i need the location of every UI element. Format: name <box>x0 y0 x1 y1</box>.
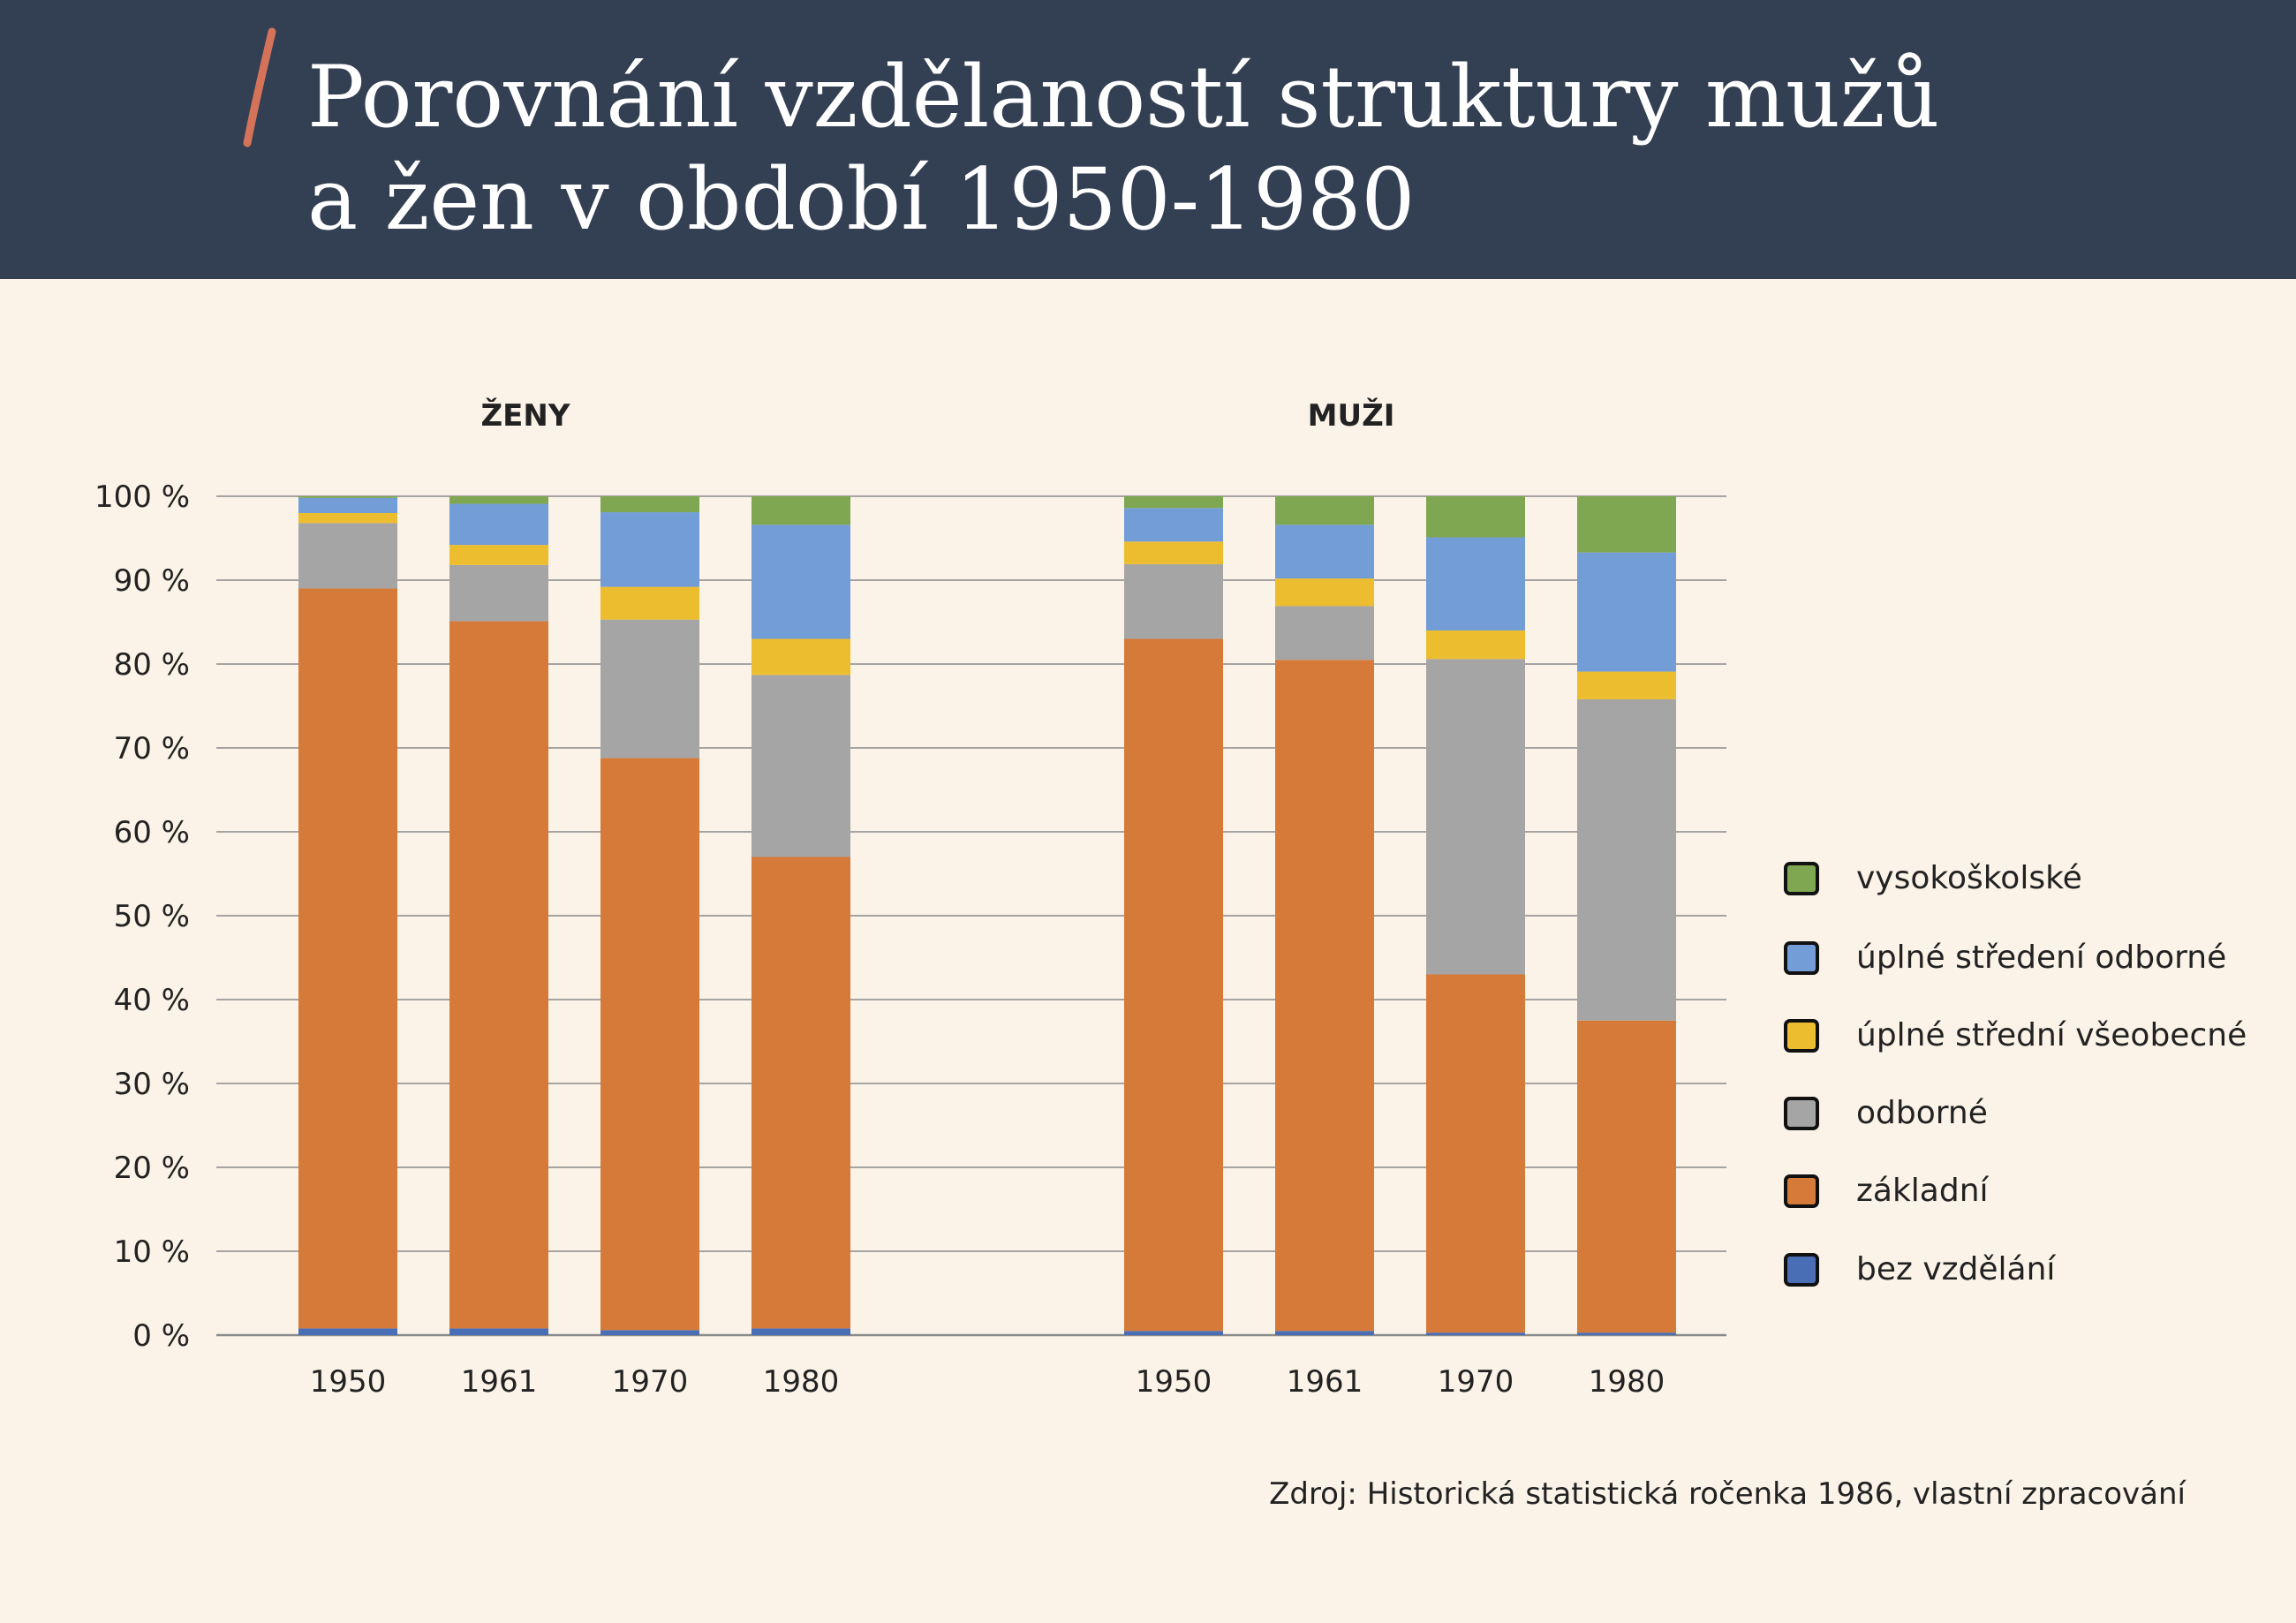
header-banner: Porovnání vzdělaností struktury mužů a ž… <box>0 0 2296 279</box>
bar-segment <box>1275 606 1374 661</box>
bar-segment <box>1426 659 1525 975</box>
bar-segment <box>751 525 850 639</box>
bar-segment <box>449 503 548 546</box>
bar-segment <box>600 496 699 513</box>
panel-title: MUŽI <box>1308 397 1395 434</box>
x-tick-label: 1961 <box>461 1364 538 1400</box>
bar-segment <box>600 512 699 587</box>
legend-swatch <box>1784 1097 1819 1130</box>
y-tick-label: 50 % <box>114 899 190 934</box>
bar-segment <box>1124 496 1223 509</box>
bar-segment <box>449 545 548 565</box>
legend-swatch <box>1784 862 1819 895</box>
y-tick-label: 90 % <box>114 563 190 599</box>
bar-segment <box>1124 563 1223 639</box>
bar-segment <box>1577 1332 1676 1335</box>
legend-label: bez vzdělání <box>1856 1251 2056 1287</box>
x-tick-label: 1980 <box>763 1364 840 1400</box>
bar-segment <box>1275 578 1374 607</box>
legend-swatch <box>1784 1253 1819 1287</box>
accent-stroke-icon <box>243 27 276 147</box>
y-tick-label: 0 % <box>132 1318 190 1354</box>
bar-segment <box>298 513 397 524</box>
bar-segment <box>1577 496 1676 553</box>
y-tick-label: 40 % <box>114 983 190 1018</box>
bar-segment <box>298 496 397 498</box>
bar-segment <box>1426 537 1525 630</box>
legend-label: vysokoškolské <box>1856 860 2082 896</box>
legend-label: úplné střední všeobecné <box>1856 1017 2247 1053</box>
x-tick-label: 1970 <box>1438 1364 1514 1400</box>
bar-segment <box>1426 496 1525 538</box>
legend-swatch <box>1784 941 1819 975</box>
bar-segment <box>751 1328 850 1335</box>
bar-segment <box>751 857 850 1329</box>
bar-segment <box>1577 671 1676 699</box>
panel-title: ŽENY <box>481 397 570 434</box>
bar-segment <box>1124 508 1223 542</box>
bar-segment <box>449 564 548 622</box>
bar-segment <box>600 758 699 1331</box>
page-title-line2: a žen v období 1950-1980 <box>307 150 1416 249</box>
bar-segment <box>1275 660 1374 1332</box>
bar-segment <box>1577 552 1676 672</box>
bar-segment <box>751 496 850 525</box>
y-tick-label: 30 % <box>114 1067 190 1102</box>
y-tick-label: 100 % <box>94 479 190 515</box>
bar-segment <box>600 1330 699 1335</box>
bar-segment <box>1426 974 1525 1333</box>
bar-segment <box>1124 1331 1223 1335</box>
legend-label: základní <box>1856 1173 1989 1209</box>
bar-segment <box>1577 1020 1676 1333</box>
bar-segment <box>1275 496 1374 525</box>
stacked-bar-chart: 0 % 10 % 20 % 30 % 40 % 50 % 60 % 70 % 80 % 90 % 1… <box>94 397 1726 1400</box>
bar-segment <box>449 1328 548 1335</box>
bar-segment <box>751 675 850 857</box>
x-tick-label: 1980 <box>1589 1364 1665 1400</box>
y-tick-label: 20 % <box>114 1151 190 1186</box>
legend-label: úplné středení odborné <box>1856 940 2227 976</box>
x-tick-label: 1970 <box>612 1364 689 1400</box>
bar-segment <box>1426 630 1525 660</box>
bar-segment <box>600 586 699 620</box>
page-title-line1: Porovnání vzdělaností struktury mužů <box>307 48 1940 147</box>
bar-segment <box>1426 1332 1525 1335</box>
x-tick-label: 1961 <box>1287 1364 1363 1400</box>
y-tick-label: 10 % <box>114 1234 190 1270</box>
page-title: Porovnání vzdělaností struktury mužů a ž… <box>307 46 2162 251</box>
y-tick-label: 60 % <box>114 815 190 850</box>
bar-segment <box>600 619 699 759</box>
bar-segment <box>1124 541 1223 564</box>
legend-swatch <box>1784 1019 1819 1053</box>
legend-label: odborné <box>1856 1095 1988 1131</box>
y-tick-label: 80 % <box>114 647 190 683</box>
bar-segment <box>298 523 397 589</box>
bar-segment <box>298 588 397 1329</box>
bar-segment <box>449 496 548 504</box>
x-tick-label: 1950 <box>1136 1364 1212 1400</box>
bar-segment <box>751 638 850 676</box>
bar-segment <box>1275 1331 1374 1335</box>
legend-swatch <box>1784 1174 1819 1208</box>
bar-segment <box>298 497 397 513</box>
bar-segment <box>1577 698 1676 1021</box>
x-tick-label: 1950 <box>310 1364 387 1400</box>
bar-segment <box>1124 638 1223 1332</box>
bar-segment <box>1275 525 1374 579</box>
source-note: Zdroj: Historická statistická ročenka 19… <box>1269 1476 2186 1512</box>
bar-segment <box>449 621 548 1329</box>
bar-segment <box>298 1328 397 1335</box>
y-tick-label: 70 % <box>114 731 190 766</box>
